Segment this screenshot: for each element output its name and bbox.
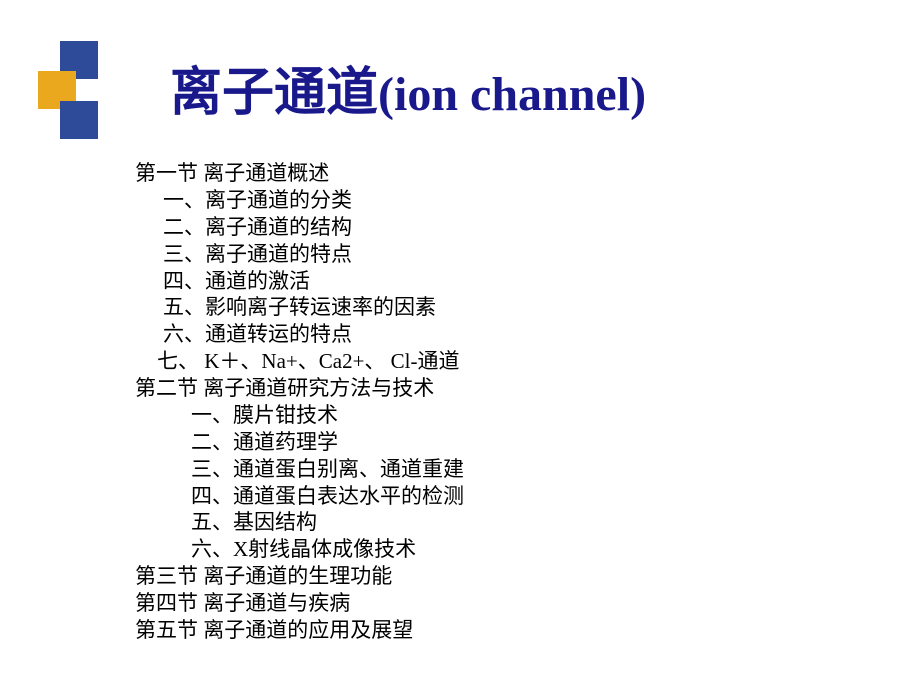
outline-item: 一、膜片钳技术 [191, 402, 464, 429]
title-en: (ion channel) [378, 68, 646, 121]
outline-item: 一、离子通道的分类 [163, 187, 464, 214]
outline-item: 三、离子通道的特点 [163, 241, 464, 268]
outline-item: 七、 K＋、Na+、Ca2+、 Cl-通道 [157, 348, 464, 375]
outline-item: 二、通道药理学 [191, 429, 464, 456]
outline-item: 第二节 离子通道研究方法与技术 [135, 375, 464, 402]
outline-item: 五、基因结构 [191, 509, 464, 536]
outline-list: 第一节 离子通道概述一、离子通道的分类二、离子通道的结构三、离子通道的特点四、通… [135, 160, 464, 644]
outline-item: 四、通道的激活 [163, 268, 464, 295]
corner-decoration [28, 35, 98, 135]
slide-title: 离子通道(ion channel) [170, 50, 646, 125]
title-zh: 离子通道 [170, 65, 378, 122]
outline-item: 第一节 离子通道概述 [135, 160, 464, 187]
outline-item: 六、通道转运的特点 [163, 321, 464, 348]
square-blue-bottom [60, 101, 98, 139]
outline-item: 四、通道蛋白表达水平的检测 [191, 483, 464, 510]
outline-item: 第四节 离子通道与疾病 [135, 590, 464, 617]
outline-item: 三、通道蛋白别离、通道重建 [191, 456, 464, 483]
outline-item: 第五节 离子通道的应用及展望 [135, 617, 464, 644]
outline-item: 第三节 离子通道的生理功能 [135, 563, 464, 590]
outline-item: 六、X射线晶体成像技术 [191, 536, 464, 563]
outline-item: 二、离子通道的结构 [163, 214, 464, 241]
outline-item: 五、影响离子转运速率的因素 [163, 294, 464, 321]
